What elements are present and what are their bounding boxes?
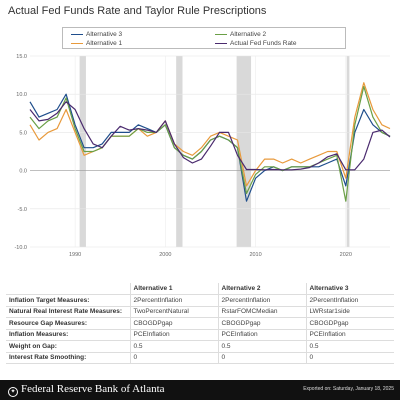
legend-item-alternative-2[interactable]: Alternative 2 [215,31,266,38]
legend-item-actual-fed-funds-rate[interactable]: Actual Fed Funds Rate [215,40,296,47]
table-row-label: Interest Rate Smoothing: [6,352,130,364]
recession-shading [79,56,350,247]
table-cell: PCEInflation [129,329,218,341]
table-cell: 0 [217,352,306,364]
table-cell: 0.5 [305,340,394,353]
recession-band [346,56,350,247]
table-row: Resource Gap Measures: CBOGDPgap CBOGDPg… [6,317,394,330]
table-cell: 2PercentInflation [217,294,306,307]
table-cell: CBOGDPgap [217,317,306,330]
y-tick-label: 15.0 [16,54,27,60]
y-tick-label: -10.0 [14,245,27,251]
parameters-table: Alternative 1 Alternative 2 Alternative … [6,283,394,364]
table-cell: 2PercentInflation [129,294,218,307]
line-chart: 15.0 10.0 5.0 0.0 -5.0 -10.0 1990 2000 2010 2020 [14,54,391,258]
grid-lines [30,55,390,248]
table-cell: 0.5 [217,340,306,353]
table-row-label: Resource Gap Measures: [6,317,130,330]
footer-bar: ✦ Federal Reserve Bank of Atlanta Exporte… [0,380,400,400]
chart-area: 15.0 10.0 5.0 0.0 -5.0 -10.0 1990 2000 2010 2020 [0,22,400,280]
legend-label: Alternative 1 [86,40,123,47]
table-row: Inflation Target Measures: 2PercentInfla… [6,294,394,307]
table-cell: 0.5 [129,340,218,353]
table-cell: CBOGDPgap [129,317,218,330]
x-tick-label: 1990 [69,252,81,258]
table-header: Alternative 2 [217,283,306,295]
table-row: Interest Rate Smoothing: 0 0 0 [6,352,394,364]
table-cell: CBOGDPgap [305,317,394,330]
table-row-label: Inflation Target Measures: [6,294,130,307]
legend-label: Actual Fed Funds Rate [230,40,297,47]
export-timestamp: Exported on: Saturday, January 18, 2025 [303,386,394,392]
table-header-row: Alternative 1 Alternative 2 Alternative … [6,283,394,295]
y-tick-label: 0.0 [19,169,27,175]
table-cell: 0 [305,352,394,364]
axis-labels: 15.0 10.0 5.0 0.0 -5.0 -10.0 1990 2000 2010 2020 [14,54,351,258]
legend-item-alternative-1[interactable]: Alternative 1 [71,40,122,47]
table-cell: TwoPercentNatural [129,306,218,318]
table-cell: 2PercentInflation [305,294,394,307]
legend-swatch [215,33,227,36]
legend-label: Alternative 3 [86,31,123,38]
table-row-label: Weight on Gap: [6,340,130,353]
legend-swatch [215,42,227,45]
y-tick-label: 10.0 [16,92,27,98]
table-header: Alternative 1 [129,283,218,295]
org-name: Federal Reserve Bank of Atlanta [21,383,165,395]
series-line [29,86,391,202]
legend-item-alternative-3[interactable]: Alternative 3 [71,31,122,38]
legend-swatch [71,33,83,36]
eagle-seal-icon: ✦ [8,387,18,397]
table-row: Natural Real Interest Rate Measures: Two… [6,306,394,318]
table-cell: PCEInflation [217,329,306,341]
y-tick-label: -5.0 [18,207,27,213]
legend-label: Alternative 2 [230,31,267,38]
org-logo[interactable]: ✦ Federal Reserve Bank of Atlanta [8,383,165,397]
chart-legend: Alternative 3 Alternative 1 Alternative … [62,27,346,49]
x-tick-label: 2020 [340,252,352,258]
table-row-label: Natural Real Interest Rate Measures: [6,306,130,318]
table-cell: LWRstar1side [305,306,394,318]
table-cell: PCEInflation [305,329,394,341]
series-line [29,101,391,171]
table-cell: RstarFOMCMedian [217,306,306,318]
table-cell: 0 [129,352,218,364]
table-row: Inflation Measures: PCEInflation PCEInfl… [6,329,394,341]
y-tick-label: 5.0 [19,130,27,136]
x-tick-label: 2010 [249,252,261,258]
table-row-label: Inflation Measures: [6,329,130,341]
table-header-blank [6,283,130,295]
chart-title: Actual Fed Funds Rate and Taylor Rule Pr… [8,5,267,17]
table-header: Alternative 3 [305,283,394,295]
legend-swatch [71,42,83,45]
x-tick-label: 2000 [159,252,171,258]
table-row: Weight on Gap: 0.5 0.5 0.5 [6,340,394,353]
series-line [29,82,391,187]
series-lines [29,82,391,202]
